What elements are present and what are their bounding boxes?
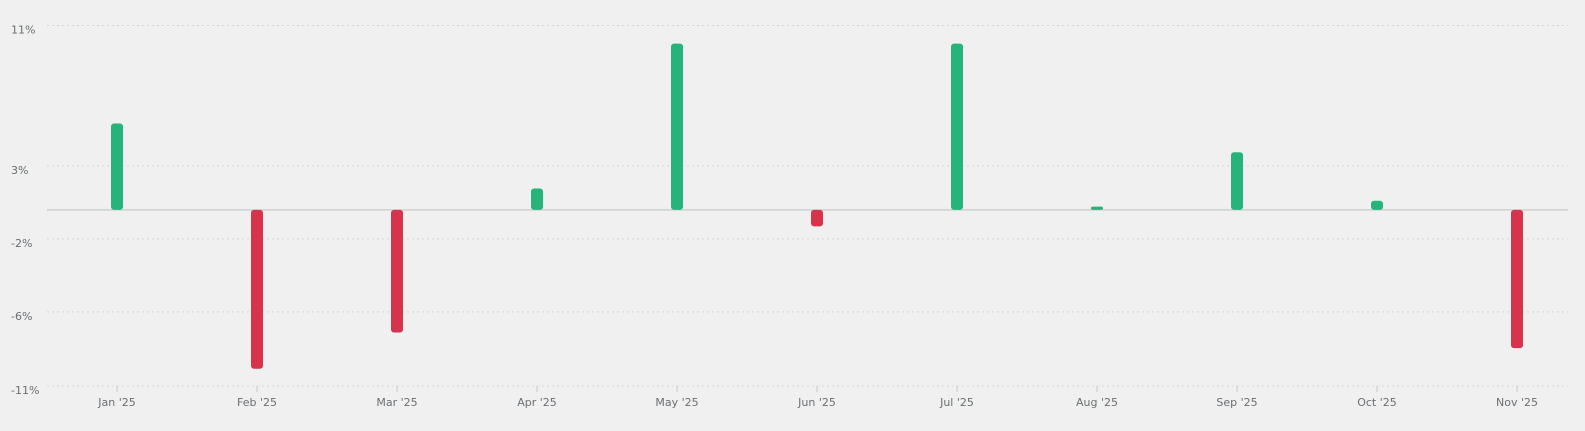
x-tick-label: Mar '25 xyxy=(376,396,417,409)
x-tick-label: Jan '25 xyxy=(97,396,135,409)
x-tick-label: Jun '25 xyxy=(797,396,836,409)
y-axis: 11% 3% -2% -6% -11% xyxy=(11,24,39,398)
bar[interactable] xyxy=(391,209,403,333)
x-tick-label: Apr '25 xyxy=(517,396,557,409)
bar[interactable] xyxy=(1091,206,1103,210)
x-tick-label: Feb '25 xyxy=(237,396,277,409)
x-tick-label: Jul '25 xyxy=(939,396,974,409)
bar[interactable] xyxy=(531,188,543,210)
bar[interactable] xyxy=(1231,152,1243,210)
x-tick-label: Sep '25 xyxy=(1216,396,1257,409)
y-tick-label: 11% xyxy=(11,24,35,37)
bar[interactable] xyxy=(1511,209,1523,349)
y-tick-label: -11% xyxy=(11,384,39,397)
x-tick-label: Oct '25 xyxy=(1357,396,1397,409)
bar[interactable] xyxy=(671,43,683,210)
x-tick-label: Aug '25 xyxy=(1076,396,1118,409)
y-tick-label: -6% xyxy=(11,310,32,323)
x-tick-label: Nov '25 xyxy=(1496,396,1538,409)
bar[interactable] xyxy=(1371,200,1383,210)
bar[interactable] xyxy=(111,123,123,210)
bar[interactable] xyxy=(811,209,823,227)
bar[interactable] xyxy=(951,43,963,210)
gridlines xyxy=(47,25,1568,387)
x-axis: Jan '25 Feb '25 Mar '25 Apr '25 May '25 Jun '… xyxy=(97,386,1538,409)
y-tick-label: -2% xyxy=(11,237,32,250)
x-tick-label: May '25 xyxy=(655,396,698,409)
y-tick-label: 3% xyxy=(11,164,28,177)
bar[interactable] xyxy=(251,209,263,369)
bars xyxy=(111,43,1523,369)
